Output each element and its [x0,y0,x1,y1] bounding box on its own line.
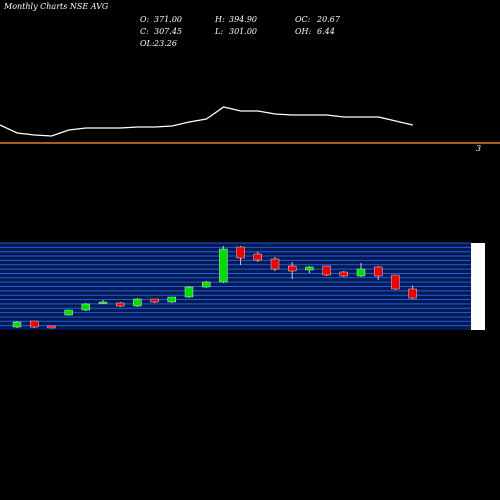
candle-body [339,271,348,277]
candle-body [322,265,331,276]
stat-value: 23.26 [153,39,177,48]
candle-body [408,288,417,299]
candle-body [81,303,91,311]
candle-body [356,268,366,277]
stat-label: OL: [140,39,155,48]
stat-label: H: [214,15,225,24]
indicator-line [0,106,413,137]
stat-value: 301.00 [229,27,257,36]
candle-body [236,246,245,259]
candle-body [270,258,280,270]
candle-body [167,296,177,303]
stat-value: 6.44 [317,27,335,36]
candle-body [150,298,159,303]
candle-body [115,302,125,307]
stat-label: OH: [295,27,312,36]
candle-body [253,253,263,261]
candle-body [64,309,73,316]
footer-label: 3 [476,144,481,153]
candle-body [12,321,22,328]
candle-body [219,248,228,283]
candle-body [98,301,108,304]
candle-body [201,281,211,288]
candle-body [391,274,400,290]
candle-body [374,266,383,277]
stat-value: 307.45 [154,27,182,36]
candle-body [133,298,142,307]
stat-label: C: [140,27,149,36]
candle-body [47,325,56,329]
price-axis [471,243,485,330]
stat-label: OC: [295,15,311,24]
candle-body [30,320,39,328]
stat-value: 20.67 [316,15,341,24]
chart-title: Monthly Charts NSE AVG [3,2,109,11]
stat-label: L: [214,27,223,36]
candle-body [288,265,297,272]
stat-value: 394.90 [229,15,257,24]
candle-body [305,266,314,271]
stat-label: O: [140,15,150,24]
panel-background [0,242,471,330]
stat-value: 371.00 [154,15,182,24]
candle-body [184,286,194,298]
